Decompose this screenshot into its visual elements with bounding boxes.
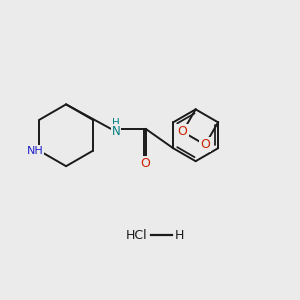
Text: HCl: HCl <box>126 229 148 242</box>
Text: H: H <box>112 118 120 128</box>
Text: O: O <box>178 125 188 138</box>
Text: N: N <box>112 125 121 138</box>
Text: O: O <box>141 157 151 170</box>
Text: NH: NH <box>26 146 43 156</box>
Text: H: H <box>175 229 184 242</box>
Text: O: O <box>200 138 210 151</box>
